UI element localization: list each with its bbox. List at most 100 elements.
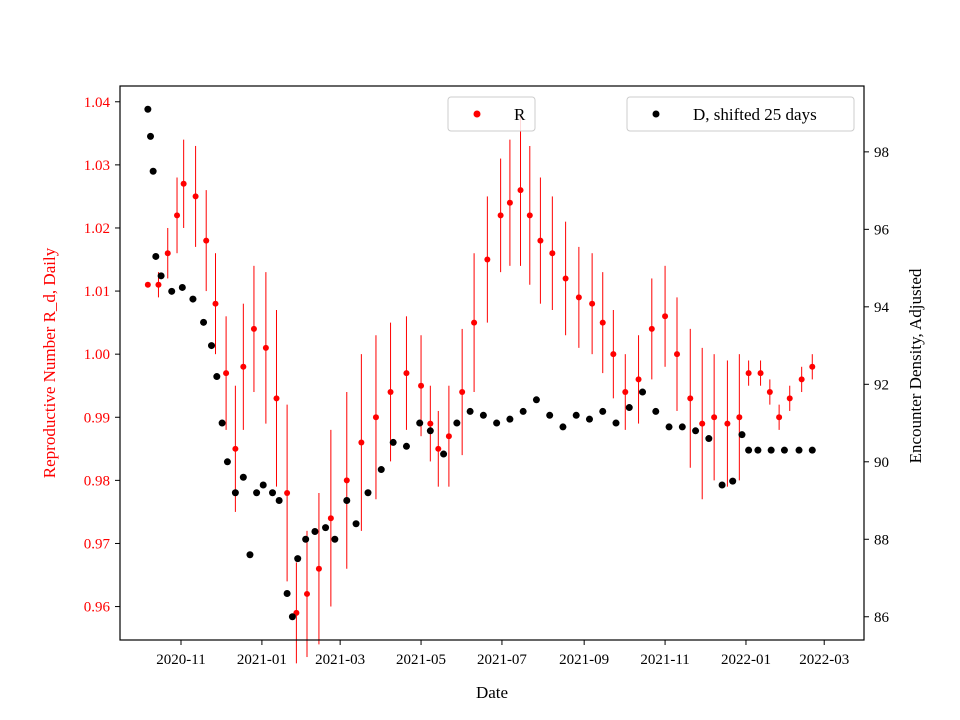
- r-point: [180, 180, 187, 187]
- d-point: [218, 419, 226, 427]
- r-point: [711, 414, 718, 421]
- legend-d-marker: [652, 110, 660, 118]
- d-point: [745, 446, 753, 454]
- r-point: [459, 389, 466, 396]
- d-point: [223, 458, 231, 466]
- left-tick-label: 0.98: [84, 473, 110, 489]
- plot-frame: [119, 85, 865, 641]
- left-tick-label: 1.03: [84, 158, 110, 174]
- r-point: [174, 212, 181, 219]
- d-point: [795, 446, 803, 454]
- r-point: [699, 420, 706, 427]
- r-point: [766, 389, 773, 396]
- x-tick-label: 2021-03: [315, 652, 365, 668]
- right-tick-label: 86: [874, 610, 890, 626]
- r-point: [635, 376, 642, 383]
- d-point: [738, 431, 746, 439]
- r-point: [372, 414, 379, 421]
- d-point: [178, 283, 186, 291]
- d-point: [157, 272, 165, 280]
- d-point: [231, 489, 239, 497]
- r-point: [303, 590, 310, 597]
- d-point: [213, 373, 221, 381]
- d-point: [246, 551, 254, 559]
- r-point: [418, 382, 425, 389]
- d-point: [322, 524, 330, 532]
- r-point: [506, 199, 513, 206]
- r-point: [471, 319, 478, 326]
- r-point: [144, 281, 151, 288]
- d-point: [331, 535, 339, 543]
- d-point: [416, 419, 424, 427]
- d-point: [149, 167, 157, 175]
- d-point: [402, 442, 410, 450]
- r-point: [599, 319, 606, 326]
- d-series: [144, 105, 816, 621]
- d-point: [780, 446, 788, 454]
- r-point: [192, 193, 199, 200]
- x-tick-label: 2021-01: [237, 652, 287, 668]
- r-point: [687, 395, 694, 402]
- d-point: [546, 411, 554, 419]
- d-point: [283, 590, 291, 598]
- legend-r-label: R: [514, 105, 526, 124]
- d-point: [147, 132, 155, 140]
- legend-r: R: [447, 96, 536, 132]
- right-axis-label: Encounter Density, Adjusted: [906, 268, 925, 463]
- d-point: [208, 342, 216, 350]
- r-point: [809, 363, 816, 370]
- r-point: [262, 344, 269, 351]
- d-point: [440, 450, 448, 458]
- d-point: [754, 446, 762, 454]
- r-point: [757, 370, 764, 377]
- d-point: [352, 520, 360, 528]
- d-point: [466, 407, 474, 415]
- d-point: [625, 404, 633, 412]
- r-point: [622, 389, 629, 396]
- d-point: [808, 446, 816, 454]
- d-point: [506, 415, 514, 423]
- r-point: [526, 212, 533, 219]
- d-point: [426, 427, 434, 435]
- r-point: [589, 300, 596, 307]
- left-tick-label: 0.97: [84, 536, 111, 552]
- right-tick-label: 98: [874, 145, 889, 161]
- d-point: [389, 438, 397, 446]
- left-tick-label: 1.04: [84, 95, 111, 111]
- x-tick-label: 2021-07: [477, 652, 527, 668]
- right-tick-label: 90: [874, 455, 889, 471]
- right-y-axis: 86 88 90 92 94 96 98: [864, 145, 890, 626]
- d-point: [152, 252, 160, 260]
- r-point: [273, 395, 280, 402]
- d-point: [269, 489, 277, 497]
- d-point: [585, 415, 593, 423]
- r-point: [315, 565, 322, 572]
- x-tick-label: 2020-11: [156, 652, 205, 668]
- r-point: [164, 250, 171, 257]
- r-point: [240, 363, 247, 370]
- r-point: [786, 395, 793, 402]
- legend-d-label: D, shifted 25 days: [693, 105, 817, 124]
- r-point: [745, 370, 752, 377]
- d-point: [239, 473, 247, 481]
- r-point: [575, 294, 582, 301]
- d-point: [479, 411, 487, 419]
- legend-r-box: [447, 96, 536, 132]
- r-point: [497, 212, 504, 219]
- r-point: [724, 420, 731, 427]
- d-point: [144, 105, 152, 113]
- r-point: [284, 489, 291, 496]
- r-point: [610, 351, 617, 358]
- d-point: [377, 466, 385, 474]
- r-point: [662, 313, 669, 320]
- d-point: [729, 477, 737, 485]
- d-point: [343, 497, 351, 505]
- r-point: [223, 370, 230, 377]
- left-tick-label: 1.00: [84, 347, 110, 363]
- d-point: [294, 555, 302, 563]
- d-point: [767, 446, 775, 454]
- d-point: [692, 427, 700, 435]
- d-point: [612, 419, 620, 427]
- d-point: [532, 396, 540, 404]
- d-point: [200, 318, 208, 326]
